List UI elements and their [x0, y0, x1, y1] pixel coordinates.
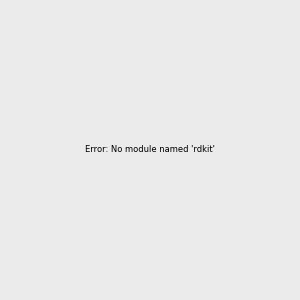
Text: Error: No module named 'rdkit': Error: No module named 'rdkit'	[85, 146, 215, 154]
